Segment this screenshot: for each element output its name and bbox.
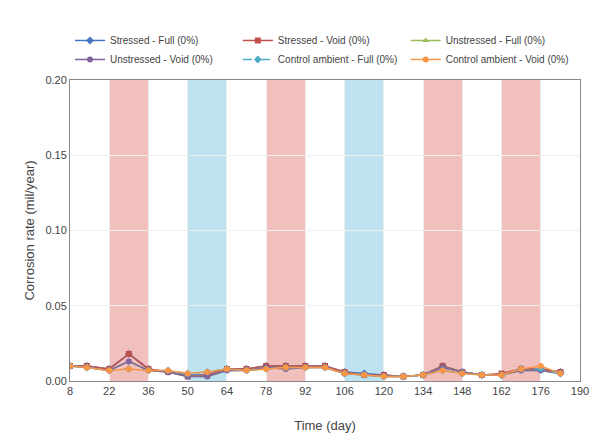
svg-text:Unstressed - Full (0%): Unstressed - Full (0%) xyxy=(446,35,545,46)
svg-text:162: 162 xyxy=(492,385,510,397)
svg-text:Stressed - Void (0%): Stressed - Void (0%) xyxy=(278,35,370,46)
svg-text:Unstressed - Void (0%): Unstressed - Void (0%) xyxy=(110,54,213,65)
svg-text:Control ambient - Full (0%): Control ambient - Full (0%) xyxy=(278,54,397,65)
svg-text:22: 22 xyxy=(103,385,115,397)
svg-text:0.05: 0.05 xyxy=(45,300,66,312)
svg-text:92: 92 xyxy=(299,385,311,397)
svg-text:106: 106 xyxy=(335,385,353,397)
svg-text:134: 134 xyxy=(414,385,432,397)
svg-text:0.10: 0.10 xyxy=(45,224,66,236)
svg-text:78: 78 xyxy=(260,385,272,397)
svg-text:8: 8 xyxy=(67,385,73,397)
svg-text:Control ambient - Void (0%): Control ambient - Void (0%) xyxy=(446,54,569,65)
svg-text:120: 120 xyxy=(375,385,393,397)
svg-text:Stressed - Full (0%): Stressed - Full (0%) xyxy=(110,35,198,46)
svg-text:0.15: 0.15 xyxy=(45,149,66,161)
svg-text:36: 36 xyxy=(142,385,154,397)
svg-text:190: 190 xyxy=(571,385,589,397)
svg-text:Corrosion rate (mil/year): Corrosion rate (mil/year) xyxy=(22,160,37,300)
svg-text:64: 64 xyxy=(221,385,233,397)
svg-text:50: 50 xyxy=(182,385,194,397)
svg-text:0.00: 0.00 xyxy=(45,375,66,387)
svg-text:148: 148 xyxy=(453,385,471,397)
svg-text:0.20: 0.20 xyxy=(45,74,66,86)
svg-text:Time (day): Time (day) xyxy=(294,418,356,433)
svg-text:176: 176 xyxy=(532,385,550,397)
